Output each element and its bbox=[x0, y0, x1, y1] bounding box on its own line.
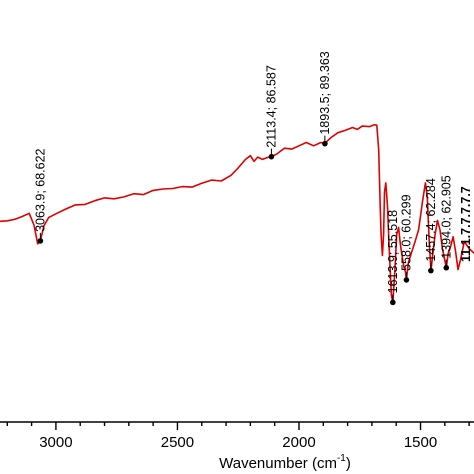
peak-marker bbox=[322, 140, 328, 147]
peak-annotation: 1893.5; 89.363 bbox=[318, 51, 332, 147]
peak-label: 1394.0; 62.905 bbox=[439, 175, 453, 258]
x-tick-label: 2000 bbox=[282, 434, 315, 451]
peak-marker bbox=[443, 264, 450, 271]
peak-label: 558.0; 60.299 bbox=[399, 194, 413, 271]
peak-marker bbox=[428, 267, 434, 274]
peak-annotation: 558.0; 60.299 bbox=[399, 194, 413, 283]
peak-annotation: 1394.0; 62.905 bbox=[439, 175, 453, 271]
peak-label: 2113.4; 86.587 bbox=[264, 65, 278, 148]
x-axis-title-main: Wavenumber (cm bbox=[219, 455, 337, 472]
peak-marker bbox=[37, 238, 44, 244]
peak-annotation: 1613.9; 55.518 bbox=[386, 210, 400, 306]
x-axis-ticks bbox=[6, 422, 470, 430]
peak-label: 3063.9; 68.622 bbox=[33, 148, 47, 231]
peak-label: 1613.9; 55.518 bbox=[386, 210, 400, 293]
x-axis-title: Wavenumber (cm-1) bbox=[219, 453, 351, 472]
peak-marker bbox=[403, 277, 410, 283]
peak-label: 1893.5; 89.363 bbox=[318, 51, 332, 134]
peak-marker bbox=[390, 299, 396, 306]
x-tick-label: 2500 bbox=[161, 434, 194, 451]
partial-peak-label: 11.1.7.7.7.7.7 bbox=[459, 186, 473, 262]
peak-label: 1457.4; 62.284 bbox=[424, 178, 438, 261]
x-axis-tick-labels: 3000 2500 2000 1500 bbox=[39, 434, 437, 451]
x-tick-label: 3000 bbox=[39, 434, 72, 451]
peak-annotation: 2113.4; 86.587 bbox=[264, 65, 278, 160]
peak-annotation: 1457.4; 62.284 bbox=[424, 178, 438, 274]
x-axis-title-close: ) bbox=[346, 455, 351, 472]
x-tick-label: 1500 bbox=[404, 434, 437, 451]
x-axis-title-superscript: -1 bbox=[337, 453, 346, 464]
peak-annotations: 3063.9; 68.622 2113.4; 86.587 1893.5; 89.3… bbox=[33, 51, 453, 306]
peak-marker bbox=[268, 153, 275, 160]
peak-annotation: 3063.9; 68.622 bbox=[33, 148, 47, 244]
